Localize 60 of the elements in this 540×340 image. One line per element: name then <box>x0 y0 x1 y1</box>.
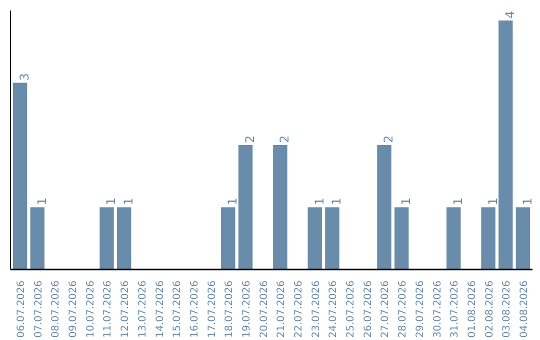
x-tick-label: 29.07.2026 <box>414 280 426 338</box>
x-tick-label: 15.07.2026 <box>172 280 184 338</box>
data-label: 1 <box>451 198 466 206</box>
bar <box>325 207 340 270</box>
x-tick-label: 16.07.2026 <box>189 280 200 338</box>
x-tick-label: 23.07.2026 <box>310 280 322 338</box>
bar <box>516 207 530 270</box>
x-tick-label: 24.07.2026 <box>328 280 340 338</box>
data-label: 1 <box>34 198 49 206</box>
bar <box>377 144 392 270</box>
data-label: 3 <box>18 73 32 81</box>
bar <box>446 207 461 270</box>
x-tick-label: 13.07.2026 <box>137 280 148 338</box>
x-tick-label: 27.07.2026 <box>380 280 392 338</box>
x-tick-label: 10.07.2026 <box>85 280 96 338</box>
x-tick-label: 18.07.2026 <box>224 280 236 338</box>
data-label: 2 <box>278 135 292 143</box>
data-label: 1 <box>312 198 326 206</box>
x-tick-label: 14.07.2026 <box>154 280 166 338</box>
bar <box>30 207 44 270</box>
data-label: 1 <box>520 198 534 206</box>
x-tick-label: 07.07.2026 <box>33 280 44 338</box>
x-tick-label: 02.08.2026 <box>484 280 496 338</box>
data-label: 2 <box>242 135 257 143</box>
bar <box>221 207 236 270</box>
x-tick-label: 01.08.2026 <box>466 280 478 338</box>
x-tick-label: 09.07.2026 <box>68 280 80 338</box>
x-tick-label: 03.08.2026 <box>502 280 513 338</box>
x-tick-label: 22.07.2026 <box>294 280 305 338</box>
data-label: 4 <box>503 10 518 18</box>
bar <box>100 207 114 270</box>
x-tick-label: 06.07.2026 <box>16 280 28 338</box>
bar <box>273 144 288 270</box>
bar <box>308 207 322 270</box>
x-tick-label: 31.07.2026 <box>450 280 461 338</box>
bar <box>481 207 496 270</box>
x-tick-label: 04.08.2026 <box>518 280 530 338</box>
data-label: 1 <box>399 198 414 206</box>
data-label: 2 <box>382 135 396 143</box>
data-label: 1 <box>104 198 118 206</box>
x-tick-label: 08.07.2026 <box>50 280 62 338</box>
x-tick-label: 25.07.2026 <box>346 280 357 338</box>
x-tick-label: 30.07.2026 <box>432 280 444 338</box>
x-tick-label: 21.07.2026 <box>276 280 288 338</box>
bar <box>116 207 132 270</box>
x-tick-label: 20.07.2026 <box>258 280 270 338</box>
data-label: 1 <box>122 198 136 206</box>
x-tick-label: 11.07.2026 <box>102 280 114 338</box>
x-tick-label: 12.07.2026 <box>120 280 132 338</box>
data-label: 1 <box>226 198 240 206</box>
bar <box>238 144 253 270</box>
x-tick-label: 28.07.2026 <box>398 280 409 338</box>
data-label: 1 <box>486 198 500 206</box>
data-label: 1 <box>330 198 344 206</box>
bar <box>394 207 409 270</box>
x-tick-label: 19.07.2026 <box>241 280 252 338</box>
bar <box>12 82 28 270</box>
bar <box>498 20 513 270</box>
x-tick-label: 26.07.2026 <box>362 280 374 338</box>
x-tick-label: 17.07.2026 <box>206 280 218 338</box>
